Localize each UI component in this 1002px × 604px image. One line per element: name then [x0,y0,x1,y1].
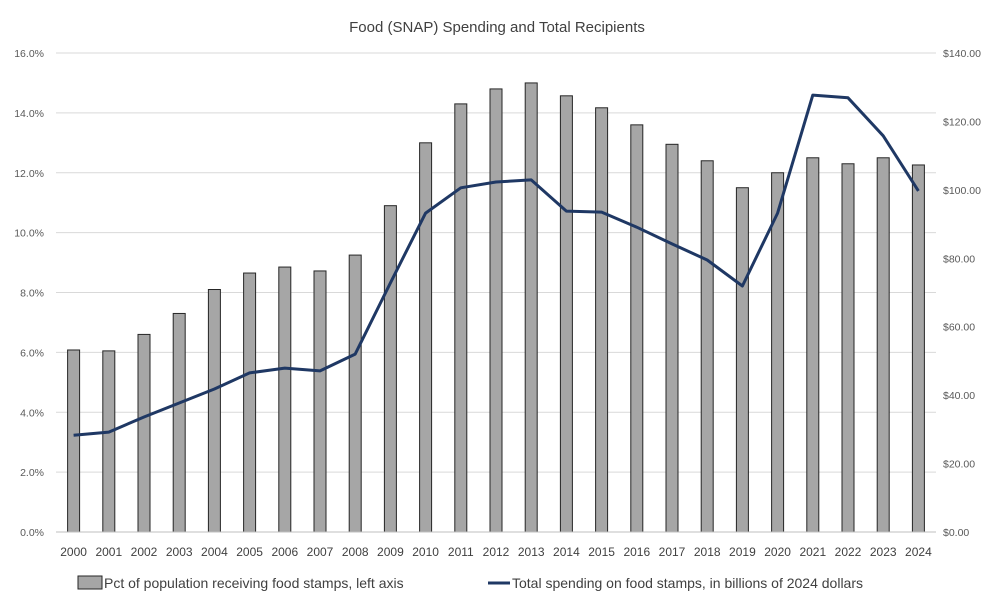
legend: Pct of population receiving food stamps,… [77,575,863,591]
bar-2010 [419,142,433,533]
right-tick-label: $20.00 [943,459,975,471]
left-tick-label: 16.0% [14,48,44,60]
right-tick-label: $80.00 [943,253,975,265]
left-tick-label: 14.0% [14,108,44,120]
x-tick-label: 2004 [201,545,228,559]
bar-2004 [207,289,221,533]
right-tick-label: $140.00 [943,48,981,60]
x-tick-label: 2009 [377,545,404,559]
bar-2019 [735,187,749,533]
left-tick-label: 0.0% [20,527,44,539]
left-tick-label: 12.0% [14,168,44,180]
bar-2006 [278,266,292,533]
x-tick-label: 2013 [518,545,545,559]
bar-2007 [313,270,327,533]
left-tick-label: 10.0% [14,228,44,240]
bar-2009 [383,205,397,533]
left-tick-label: 2.0% [20,467,44,479]
line-series [73,93,920,437]
legend-swatch-bars [77,575,103,590]
legend-label-line: Total spending on food stamps, in billio… [512,575,863,591]
x-tick-label: 2007 [307,545,334,559]
bar-2017 [665,143,679,533]
right-tick-label: $60.00 [943,322,975,334]
bar-2011 [454,103,468,533]
x-tick-label: 2017 [659,545,686,559]
chart-title: Food (SNAP) Spending and Total Recipient… [349,19,645,36]
x-tick-label: 2020 [764,545,791,559]
bar-2003 [172,312,186,533]
x-tick-label: 2016 [623,545,650,559]
x-tick-label: 2005 [236,545,263,559]
bar-2001 [102,350,116,533]
bar-2002 [137,333,151,533]
x-tick-label: 2011 [448,545,474,559]
bar-2008 [348,254,362,533]
bar-2014 [559,95,573,533]
legend-label-bars: Pct of population receiving food stamps,… [104,575,404,591]
x-tick-label: 2024 [905,545,932,559]
right-axis: $0.00 $20.00 $40.00 $60.00 $80.00 $100.00 $120… [943,48,981,539]
bar-2013 [524,82,538,533]
bar-2015 [595,107,609,533]
left-tick-label: 8.0% [20,288,44,300]
x-axis: 2000 2001 2002 2003 2004 2005 2006 2007 2008 2009… [56,531,936,559]
bar-2012 [489,88,503,533]
left-tick-label: 4.0% [20,407,44,419]
bar-2018 [700,160,714,533]
bar-2016 [630,124,644,533]
x-tick-label: 2015 [588,545,615,559]
x-tick-label: 2002 [131,545,158,559]
bar-2005 [243,272,257,533]
x-tick-label: 2018 [694,545,721,559]
x-tick-label: 2014 [553,545,580,559]
x-tick-label: 2003 [166,545,193,559]
x-tick-label: 2006 [271,545,298,559]
left-tick-label: 6.0% [20,347,44,359]
bar-2000 [67,349,81,533]
x-tick-label: 2012 [483,545,510,559]
right-tick-label: $120.00 [943,116,981,128]
right-tick-label: $100.00 [943,185,981,197]
bar-2023 [876,157,890,533]
bar-2024 [911,164,925,533]
x-tick-label: 2021 [799,545,826,559]
left-axis: 0.0% 2.0% 4.0% 6.0% 8.0% 10.0% 12.0% 14.0% 16.0% [14,48,44,539]
right-tick-label: $0.00 [943,527,969,539]
bar-2022 [841,163,855,533]
x-tick-label: 2010 [412,545,439,559]
x-tick-label: 2022 [835,545,862,559]
x-tick-label: 2023 [870,545,897,559]
x-tick-label: 2001 [95,545,122,559]
bar-2021 [806,157,820,533]
x-tick-label: 2000 [60,545,87,559]
bar-2020 [771,172,785,533]
x-tick-label: 2019 [729,545,756,559]
right-tick-label: $40.00 [943,390,975,402]
bar-series [67,82,925,533]
x-tick-label: 2008 [342,545,369,559]
